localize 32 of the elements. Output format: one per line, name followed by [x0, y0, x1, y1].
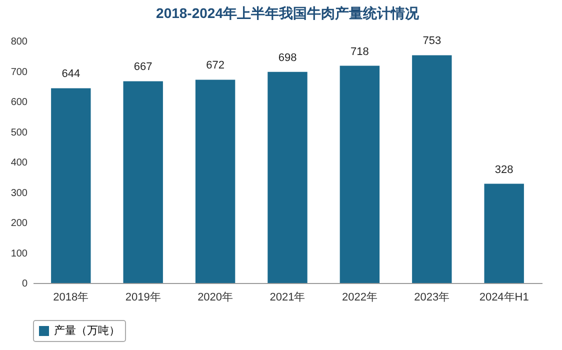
bar — [195, 80, 236, 283]
data-label: 698 — [278, 52, 297, 64]
data-label: 718 — [350, 46, 369, 58]
y-tick-label: 0 — [22, 278, 28, 290]
y-tick-label: 800 — [10, 36, 28, 48]
bar — [484, 184, 524, 283]
data-label: 328 — [494, 164, 514, 176]
y-tick-label: 600 — [10, 97, 28, 108]
legend-label: 产量（万吨） — [54, 324, 120, 337]
data-label: 644 — [62, 68, 80, 80]
bar — [340, 66, 380, 283]
data-label: 672 — [206, 60, 224, 72]
bar — [123, 81, 163, 283]
bar — [268, 72, 308, 283]
y-tick-label: 100 — [10, 248, 28, 260]
chart-title: 2018-2024年上半年我国牛肉产量统计情况 — [156, 5, 420, 22]
y-tick-label: 200 — [10, 218, 28, 229]
x-tick-label: 2020年 — [198, 292, 234, 304]
data-label: 667 — [134, 61, 152, 74]
x-tick-label: 2019年 — [125, 292, 161, 304]
bar — [51, 88, 91, 283]
y-tick-label: 300 — [10, 188, 28, 199]
data-label: 753 — [422, 35, 442, 48]
bar — [412, 55, 452, 283]
x-tick-label: 2022年 — [342, 292, 378, 304]
y-tick-label: 400 — [10, 158, 28, 168]
x-tick-label: 2018年 — [53, 292, 89, 304]
y-tick-label: 700 — [10, 66, 28, 78]
x-tick-label: 2024年H1 — [479, 292, 529, 304]
x-tick-label: 2021年 — [270, 292, 306, 304]
x-tick-label: 2023年 — [414, 292, 450, 304]
y-tick-label: 500 — [10, 127, 28, 138]
